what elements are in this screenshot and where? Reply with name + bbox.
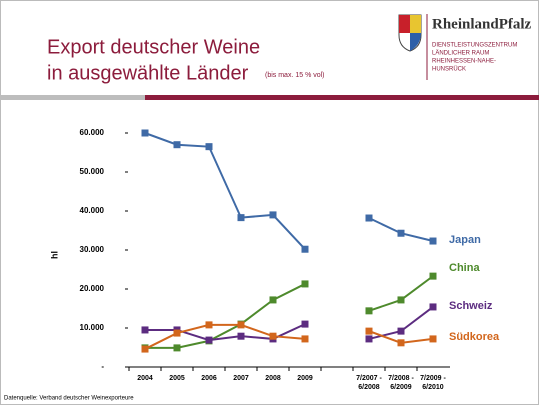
point xyxy=(429,335,437,343)
legend-label: China xyxy=(449,262,480,274)
logo-line: HUNSRÜCK xyxy=(432,66,466,73)
point xyxy=(397,229,405,237)
title: in ausgewählte Länder xyxy=(47,62,249,84)
x-tick-label: 7/2009 - 6/2010 xyxy=(420,375,446,391)
point xyxy=(429,272,437,280)
legend-label: Schweiz xyxy=(449,300,493,312)
series-line xyxy=(145,306,434,342)
point xyxy=(173,344,181,352)
point xyxy=(301,335,309,343)
point xyxy=(141,129,149,137)
point xyxy=(141,345,149,353)
subtitle: (bis max. 15 % vol) xyxy=(265,72,325,79)
point xyxy=(397,327,405,335)
x-tick-label: 2007 xyxy=(233,375,249,382)
legend-label: Japan xyxy=(449,234,481,246)
title: Export deutscher Weine xyxy=(47,36,260,58)
point xyxy=(269,211,277,219)
bar-gray xyxy=(0,95,145,100)
y-tick-label: - xyxy=(101,362,104,371)
logo-line: DIENSTLEISTUNGSZENTRUM xyxy=(432,43,517,49)
logo-name: RheinlandPfalz xyxy=(432,16,532,32)
y-tick-label: 60.000 xyxy=(80,128,105,137)
point xyxy=(205,143,213,151)
point xyxy=(269,296,277,304)
x-tick-label: 2006 xyxy=(201,375,217,382)
legend-label: Südkorea xyxy=(449,331,500,343)
logo-line: RHEINHESSEN-NAHE- xyxy=(432,59,496,65)
y-axis-label: hl xyxy=(49,251,59,259)
point xyxy=(237,214,245,222)
bar-maroon xyxy=(145,95,539,100)
x-tick-label: 2009 xyxy=(297,375,313,382)
point xyxy=(237,332,245,340)
point xyxy=(301,280,309,288)
point xyxy=(301,320,309,328)
source: Datenquelle: Verband deutscher Weinexpor… xyxy=(4,396,134,402)
x-tick-label: 2004 xyxy=(137,375,153,382)
y-tick-label: 40.000 xyxy=(80,206,105,215)
y-tick-label: 10.000 xyxy=(80,323,105,332)
point xyxy=(397,339,405,347)
point xyxy=(173,141,181,149)
point xyxy=(237,321,245,329)
point xyxy=(429,237,437,245)
point xyxy=(365,307,373,315)
point xyxy=(173,329,181,337)
point xyxy=(141,326,149,334)
point xyxy=(365,335,373,343)
y-tick-label: 20.000 xyxy=(80,284,105,293)
point xyxy=(429,303,437,311)
point xyxy=(205,336,213,344)
series-line xyxy=(144,132,434,250)
x-tick-label: 7/2008 - 6/2009 xyxy=(388,375,414,391)
x-tick-label: 2005 xyxy=(169,375,185,382)
point xyxy=(365,327,373,335)
point xyxy=(397,296,405,304)
logo-line: LÄNDLICHER RAUM xyxy=(432,50,489,57)
y-tick-label: 50.000 xyxy=(80,167,105,176)
x-tick-label: 2008 xyxy=(265,375,281,382)
x-tick-label: 7/2007 - 6/2008 xyxy=(356,375,382,391)
y-tick-label: 30.000 xyxy=(80,245,105,254)
point xyxy=(365,214,373,222)
point xyxy=(205,321,213,329)
logo-shield xyxy=(398,14,422,52)
point xyxy=(301,245,309,253)
point xyxy=(269,332,277,340)
